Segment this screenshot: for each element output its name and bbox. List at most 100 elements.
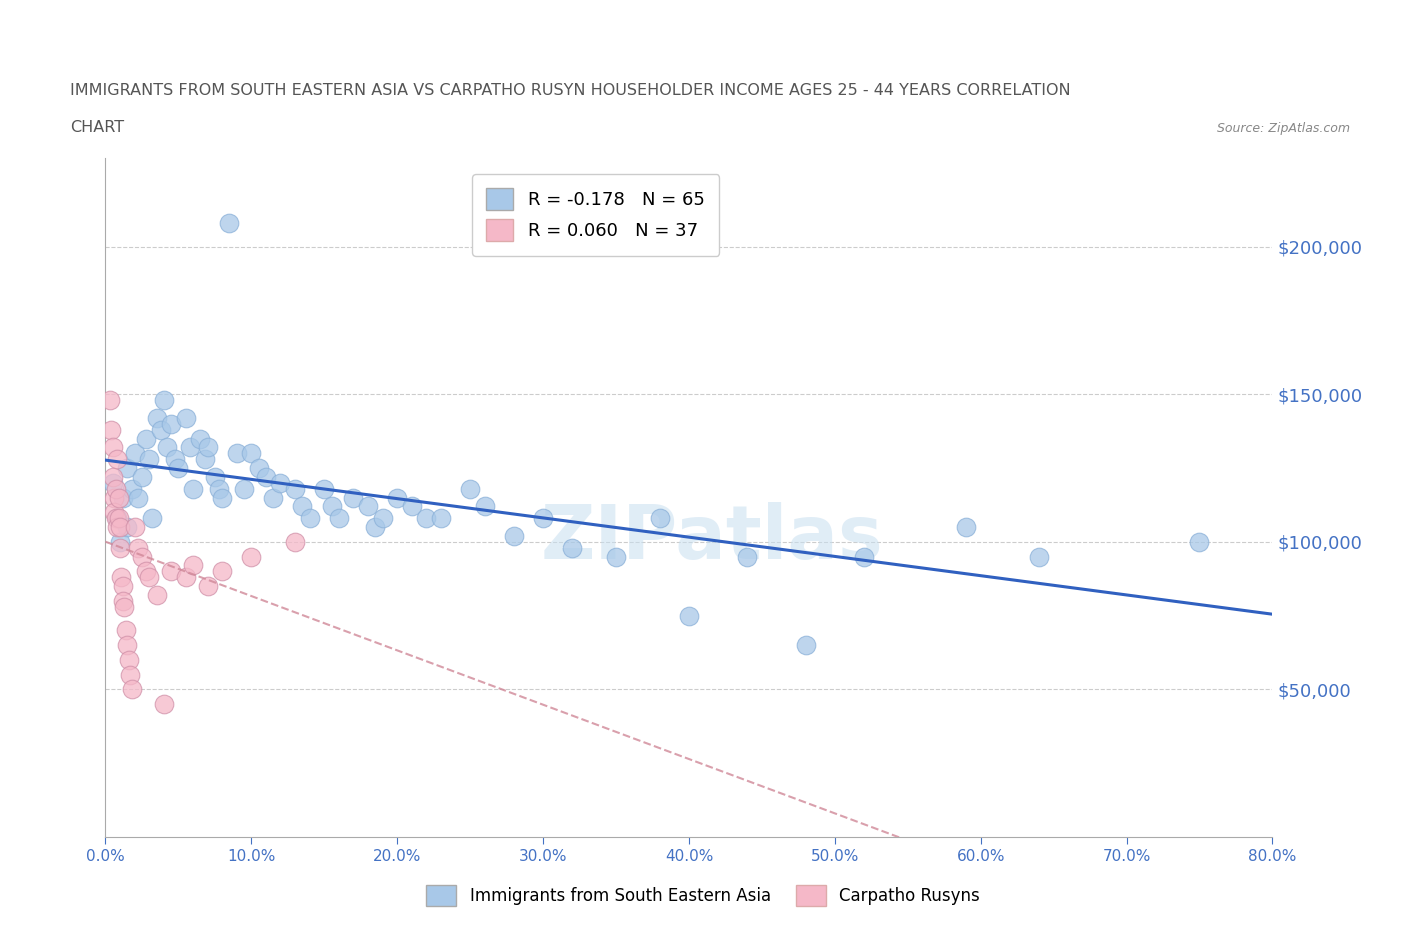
Point [105,452,128,467]
Point [103,490,125,505]
Point [678,608,700,623]
Point [1028,549,1050,564]
Point [208,481,231,496]
Point [240,549,263,564]
Point [100,422,122,437]
Point [1188,535,1211,550]
Point [174,570,197,585]
Point [218,216,240,231]
Point [321,499,343,514]
Point [124,520,146,535]
Point [111,490,134,505]
Point [120,667,142,682]
Point [111,593,134,608]
Point [131,549,153,564]
Point [115,623,138,638]
Point [401,499,423,514]
Point [502,528,524,543]
Point [111,578,134,593]
Point [127,490,149,505]
Point [105,520,128,535]
Point [117,460,139,475]
Point [121,481,143,496]
Point [194,452,217,467]
Point [648,511,671,525]
Point [233,481,256,496]
Point [101,475,124,490]
Point [101,470,124,485]
Point [262,490,284,505]
Point [284,535,307,550]
Point [197,578,219,593]
Point [167,460,190,475]
Point [153,392,174,407]
Point [117,638,139,653]
Point [204,470,226,485]
Point [174,410,197,425]
Point [188,432,211,446]
Point [108,520,131,535]
Point [179,440,201,455]
Point [269,475,292,490]
Point [385,490,408,505]
Point [138,570,160,585]
Point [247,460,270,475]
Point [955,520,977,535]
Point [112,599,135,614]
Point [153,697,174,711]
Point [225,445,247,460]
Point [103,505,125,520]
Legend: R = -0.178   N = 65, R = 0.060   N = 37: R = -0.178 N = 65, R = 0.060 N = 37 [472,174,720,256]
Point [291,499,314,514]
Point [211,564,233,578]
Point [254,470,277,485]
Point [107,511,129,525]
Point [211,490,233,505]
Point [104,481,127,496]
Point [458,481,481,496]
Point [108,540,131,555]
Point [531,511,554,525]
Point [328,511,350,525]
Point [104,511,127,525]
Point [181,558,204,573]
Point [138,452,160,467]
Point [240,445,263,460]
Point [298,511,321,525]
Point [124,445,146,460]
Point [737,549,759,564]
Point [149,422,172,437]
Point [121,682,143,697]
Point [364,520,387,535]
Point [371,511,394,525]
Point [357,499,380,514]
Point [110,570,132,585]
Legend: Immigrants from South Eastern Asia, Carpatho Rusyns: Immigrants from South Eastern Asia, Carp… [419,879,987,912]
Point [98,392,121,407]
Point [160,417,183,432]
Point [117,520,139,535]
Point [181,481,204,496]
Point [474,499,496,514]
Point [118,653,141,668]
Point [561,540,583,555]
Point [165,452,187,467]
Point [127,540,149,555]
Point [135,432,157,446]
Point [101,440,124,455]
Point [430,511,453,525]
Text: Source: ZipAtlas.com: Source: ZipAtlas.com [1216,122,1350,135]
Point [108,535,131,550]
Point [342,490,364,505]
Point [852,549,875,564]
Point [145,588,167,603]
Point [131,470,153,485]
Text: IMMIGRANTS FROM SOUTH EASTERN ASIA VS CARPATHO RUSYN HOUSEHOLDER INCOME AGES 25 : IMMIGRANTS FROM SOUTH EASTERN ASIA VS CA… [70,83,1071,98]
Point [135,564,157,578]
Point [605,549,627,564]
Point [141,511,163,525]
Point [145,410,167,425]
Point [794,638,817,653]
Point [415,511,437,525]
Text: ZIPatlas: ZIPatlas [541,502,883,575]
